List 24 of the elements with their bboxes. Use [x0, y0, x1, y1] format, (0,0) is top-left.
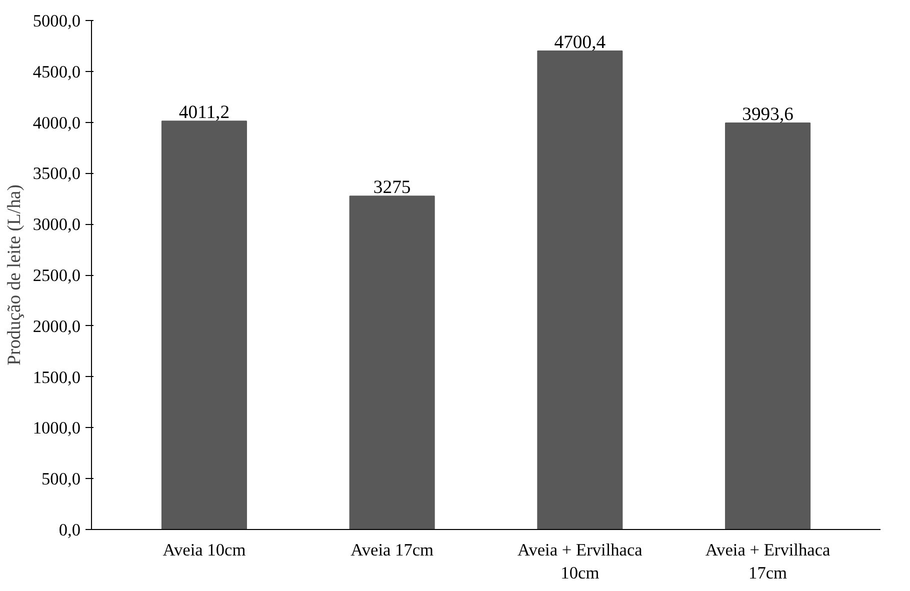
y-tick-label: 1500,0 [32, 368, 81, 387]
bar [725, 122, 811, 530]
y-tick-label: 2500,0 [32, 266, 81, 285]
y-tick-label: 5000,0 [32, 12, 81, 30]
data-label: 3993,6 [742, 104, 794, 125]
x-tick-label: Aveia + Ervilhaca 17cm [705, 540, 831, 582]
y-axis-title: Produção de leite (L/ha) [4, 184, 25, 366]
x-tick-label: Aveia 10cm [162, 540, 246, 560]
y-tick-label: 500,0 [42, 470, 81, 489]
y-tick-label: 3000,0 [32, 215, 81, 234]
y-tick-label: 2000,0 [32, 316, 81, 336]
y-tick-label: 3500,0 [32, 164, 81, 184]
x-tick-label: Aveia 17cm [350, 540, 434, 560]
data-label: 4700,4 [554, 32, 606, 53]
y-tick-label: 4000,0 [32, 113, 81, 132]
data-label: 3275 [373, 177, 411, 198]
y-tick-label: 0,0 [58, 520, 81, 540]
y-tick-label: 1000,0 [32, 418, 81, 438]
data-label: 4011,2 [178, 102, 230, 124]
y-tick-label: 4500,0 [32, 62, 81, 82]
bar [349, 196, 435, 530]
x-tick-label: Aveia + Ervilhaca 10cm [517, 540, 643, 582]
bar [161, 120, 247, 530]
bar [537, 50, 623, 530]
